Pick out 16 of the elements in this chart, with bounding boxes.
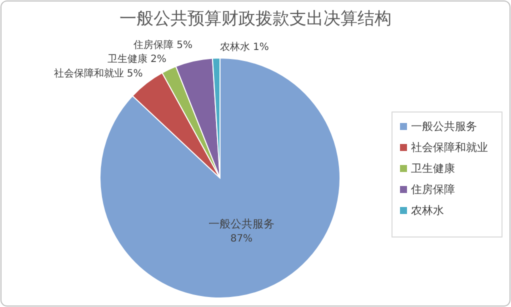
slice-label: 一般公共服务 [208,218,274,231]
slice-label: 农林水 [220,41,250,54]
legend-label: 农林水 [411,204,444,217]
data-label: 1% [253,42,269,54]
data-label: 5% [126,68,143,80]
data-label: 2% [150,54,166,65]
data-label: 5% [176,40,193,51]
slice-label: 社会保障和就业 [54,67,124,80]
slice-label: 住房保障 [134,38,174,51]
legend-label: 住房保障 [411,183,455,196]
chart-title: 一般公共预算财政拨款支出决算结构 [120,9,392,29]
legend-label: 社会保障和就业 [411,141,488,154]
legend-label: 一般公共服务 [411,120,477,133]
data-label: 87% [230,234,253,245]
legend-label: 卫生健康 [411,162,455,175]
slice-label: 卫生健康 [107,52,148,65]
